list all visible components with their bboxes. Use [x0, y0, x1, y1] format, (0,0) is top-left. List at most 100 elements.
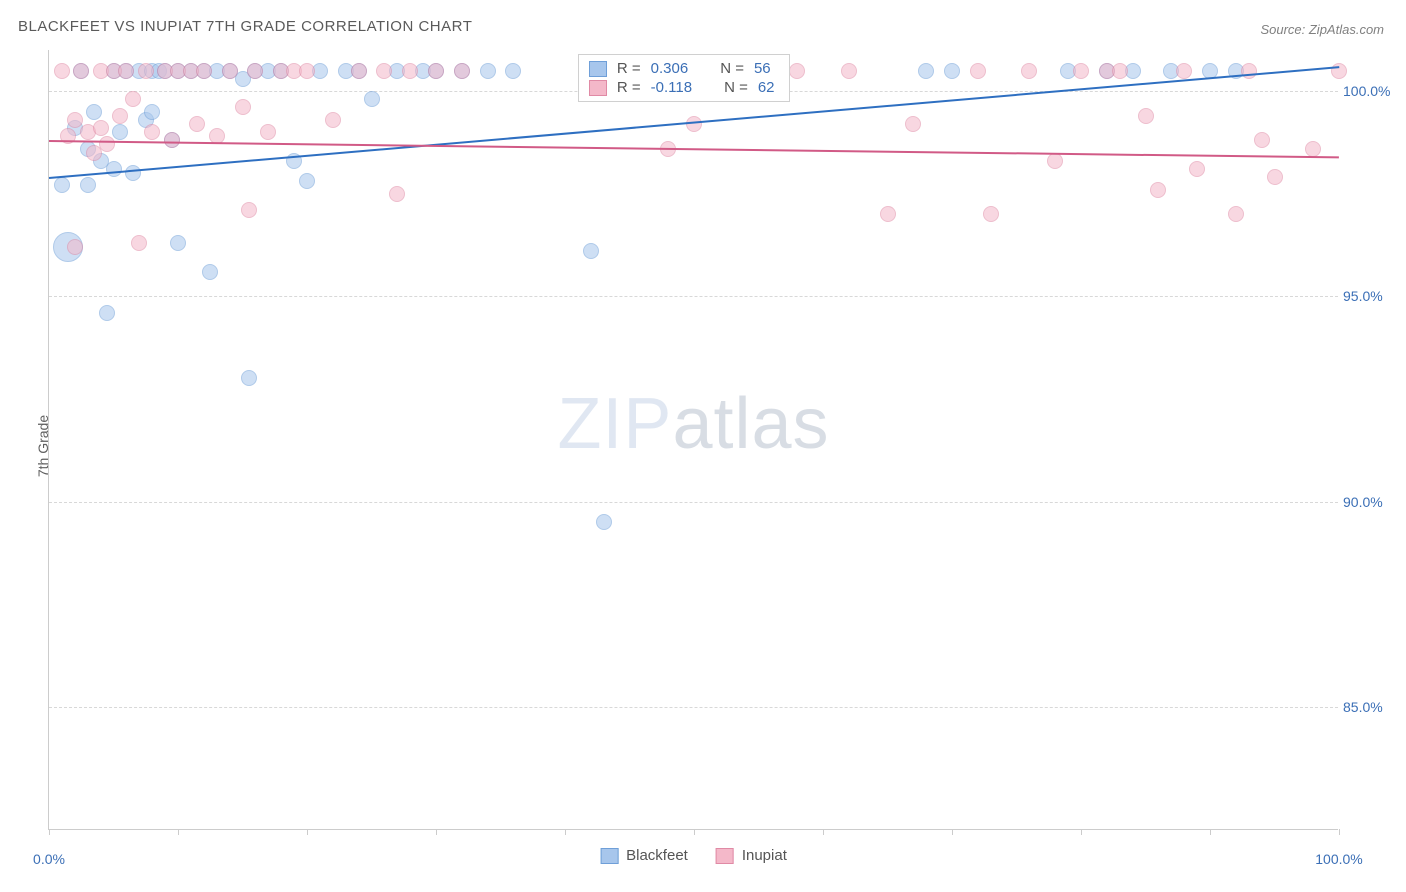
source-attribution: Source: ZipAtlas.com: [1260, 22, 1384, 37]
stats-row: R = 0.306 N = 56: [589, 59, 775, 78]
data-point: [918, 63, 934, 79]
data-point: [54, 177, 70, 193]
data-point: [983, 206, 999, 222]
data-point: [1047, 153, 1063, 169]
data-point: [376, 63, 392, 79]
data-point: [86, 104, 102, 120]
data-point: [138, 63, 154, 79]
x-tick: [436, 829, 437, 835]
data-point: [428, 63, 444, 79]
data-point: [131, 235, 147, 251]
data-point: [944, 63, 960, 79]
data-point: [93, 120, 109, 136]
data-point: [402, 63, 418, 79]
data-point: [364, 91, 380, 107]
watermark: ZIPatlas: [557, 383, 829, 465]
gridline: [49, 502, 1338, 503]
data-point: [106, 161, 122, 177]
stat-r-label: R =: [617, 79, 641, 96]
data-point: [1189, 161, 1205, 177]
data-point: [505, 63, 521, 79]
data-point: [99, 305, 115, 321]
gridline: [49, 296, 1338, 297]
x-tick: [823, 829, 824, 835]
legend: Blackfeet Inupiat: [600, 847, 787, 864]
data-point: [583, 243, 599, 259]
data-point: [325, 112, 341, 128]
data-point: [1150, 182, 1166, 198]
data-point: [170, 235, 186, 251]
stats-row: R =-0.118N =62: [589, 78, 775, 97]
stat-n-value: 56: [754, 60, 771, 77]
data-point: [164, 132, 180, 148]
gridline: [49, 707, 1338, 708]
chart-title: BLACKFEET VS INUPIAT 7TH GRADE CORRELATI…: [18, 18, 472, 35]
legend-swatch: [716, 848, 734, 864]
data-point: [1112, 63, 1128, 79]
data-point: [1228, 206, 1244, 222]
data-point: [241, 370, 257, 386]
data-point: [1305, 141, 1321, 157]
data-point: [196, 63, 212, 79]
data-point: [596, 514, 612, 530]
data-point: [1254, 132, 1270, 148]
data-point: [144, 104, 160, 120]
x-tick: [694, 829, 695, 835]
data-point: [73, 63, 89, 79]
data-point: [67, 112, 83, 128]
x-tick: [178, 829, 179, 835]
data-point: [1021, 63, 1037, 79]
data-point: [299, 173, 315, 189]
x-tick: [1081, 829, 1082, 835]
data-point: [1073, 63, 1089, 79]
data-point: [222, 63, 238, 79]
x-tick: [1339, 829, 1340, 835]
data-point: [235, 99, 251, 115]
x-tick: [565, 829, 566, 835]
x-tick: [49, 829, 50, 835]
data-point: [841, 63, 857, 79]
data-point: [80, 177, 96, 193]
data-point: [247, 63, 263, 79]
trend-line: [49, 140, 1339, 158]
data-point: [1138, 108, 1154, 124]
y-tick-label: 85.0%: [1343, 699, 1398, 715]
legend-item: Inupiat: [716, 847, 787, 864]
legend-label: Inupiat: [742, 847, 787, 864]
legend-item: Blackfeet: [600, 847, 688, 864]
legend-swatch: [589, 61, 607, 77]
x-tick: [1210, 829, 1211, 835]
data-point: [905, 116, 921, 132]
data-point: [241, 202, 257, 218]
data-point: [880, 206, 896, 222]
stat-r-value: 0.306: [651, 60, 689, 77]
x-tick-label: 0.0%: [33, 851, 65, 867]
data-point: [202, 264, 218, 280]
data-point: [125, 91, 141, 107]
data-point: [789, 63, 805, 79]
data-point: [99, 136, 115, 152]
stat-n-label: N =: [724, 79, 748, 96]
data-point: [54, 63, 70, 79]
stats-box: R =0.306N =56R =-0.118N =62: [578, 54, 790, 102]
x-tick: [952, 829, 953, 835]
stat-r-label: R =: [617, 60, 641, 77]
data-point: [1176, 63, 1192, 79]
scatter-chart: ZIPatlas 85.0%90.0%95.0%100.0%0.0%100.0%…: [48, 50, 1338, 830]
data-point: [1331, 63, 1347, 79]
data-point: [112, 108, 128, 124]
data-point: [144, 124, 160, 140]
data-point: [118, 63, 134, 79]
data-point: [970, 63, 986, 79]
stat-n-value: 62: [758, 79, 775, 96]
legend-swatch: [589, 80, 607, 96]
data-point: [189, 116, 205, 132]
data-point: [480, 63, 496, 79]
data-point: [125, 165, 141, 181]
x-tick: [307, 829, 308, 835]
legend-label: Blackfeet: [626, 847, 688, 864]
data-point: [454, 63, 470, 79]
stat-n-label: N =: [720, 60, 744, 77]
data-point: [260, 124, 276, 140]
legend-swatch: [600, 848, 618, 864]
